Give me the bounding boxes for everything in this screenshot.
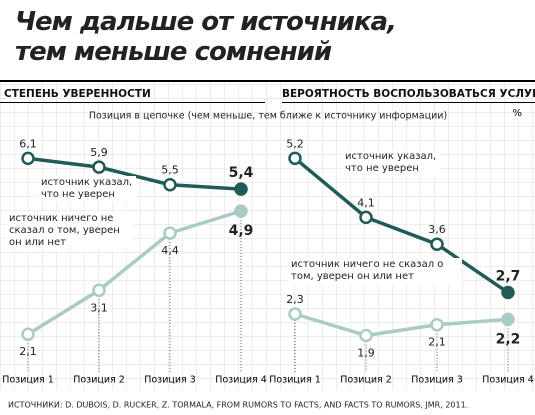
value-label: 2,1 — [428, 336, 446, 349]
x-tick-label: Позиция 3 — [144, 375, 196, 386]
x-tick-label: Позиция 1 — [269, 375, 321, 386]
point — [359, 328, 373, 343]
value-label: 3,1 — [90, 301, 108, 314]
title: Чем дальше от источника, тем меньше сомн… — [15, 7, 397, 67]
value-label: 3,6 — [428, 223, 446, 236]
footer-bg — [0, 390, 535, 415]
value-label: 4,1 — [357, 196, 375, 209]
value-label: 5,4 — [229, 165, 254, 181]
point — [92, 283, 106, 298]
point — [234, 204, 248, 218]
value-label: 5,5 — [161, 164, 179, 177]
title-bg — [0, 0, 535, 80]
series-callout: источник указал, что не уверен — [342, 150, 440, 176]
value-label: 1,9 — [357, 346, 375, 359]
x-tick-label: Позиция 4 — [482, 375, 534, 386]
point — [501, 312, 515, 327]
value-label: 4,9 — [229, 223, 254, 239]
series-line — [294, 312, 509, 338]
series-callout: источник ничего не сказал о том, уверен … — [288, 258, 462, 284]
unit: % — [512, 108, 522, 119]
panel-title: СТЕПЕНЬ УВЕРЕННОСТИ — [4, 88, 151, 100]
rule — [0, 80, 535, 82]
x-tick-label: Позиция 2 — [340, 375, 392, 386]
value-label: 2,7 — [496, 269, 521, 285]
point — [430, 317, 444, 332]
point — [359, 210, 373, 225]
value-label: 2,3 — [286, 293, 304, 306]
series-callout: источник указал, что не уверен — [38, 176, 136, 202]
point — [21, 151, 35, 166]
series-line — [27, 156, 242, 191]
point — [21, 327, 35, 341]
point — [288, 151, 302, 166]
value-label: 5,2 — [286, 137, 304, 150]
panel-title: ВЕРОЯТНОСТЬ ВОСПОЛЬЗОВАТЬСЯ УСЛУГАМИ — [282, 88, 535, 100]
point — [430, 237, 444, 251]
x-tick-label: Позиция 3 — [411, 375, 463, 386]
value-label: 2,2 — [496, 331, 521, 347]
x-tick-label: Позиция 2 — [73, 375, 125, 386]
x-tick-label: Позиция 1 — [2, 375, 54, 386]
rule — [282, 102, 535, 103]
series-line — [293, 156, 509, 294]
point — [288, 307, 302, 321]
point — [163, 177, 177, 192]
point — [163, 226, 177, 240]
point — [92, 160, 106, 174]
source: ИСТОЧНИКИ: D. DUBOIS, D. RUCKER, Z. TORM… — [8, 401, 468, 410]
value-label: 4,4 — [161, 244, 179, 257]
point — [501, 285, 515, 300]
subtitle: Позиция в цепочке (чем меньше, тем ближе… — [89, 111, 447, 122]
x-tick-label: Позиция 4 — [215, 375, 267, 386]
value-label: 5,9 — [90, 146, 108, 159]
value-label: 6,1 — [19, 137, 37, 150]
rule — [0, 102, 265, 103]
value-label: 2,1 — [19, 345, 37, 358]
point — [234, 182, 248, 196]
series-line — [27, 209, 242, 336]
series-callout: источник ничего не сказал о том, уверен … — [6, 212, 132, 250]
